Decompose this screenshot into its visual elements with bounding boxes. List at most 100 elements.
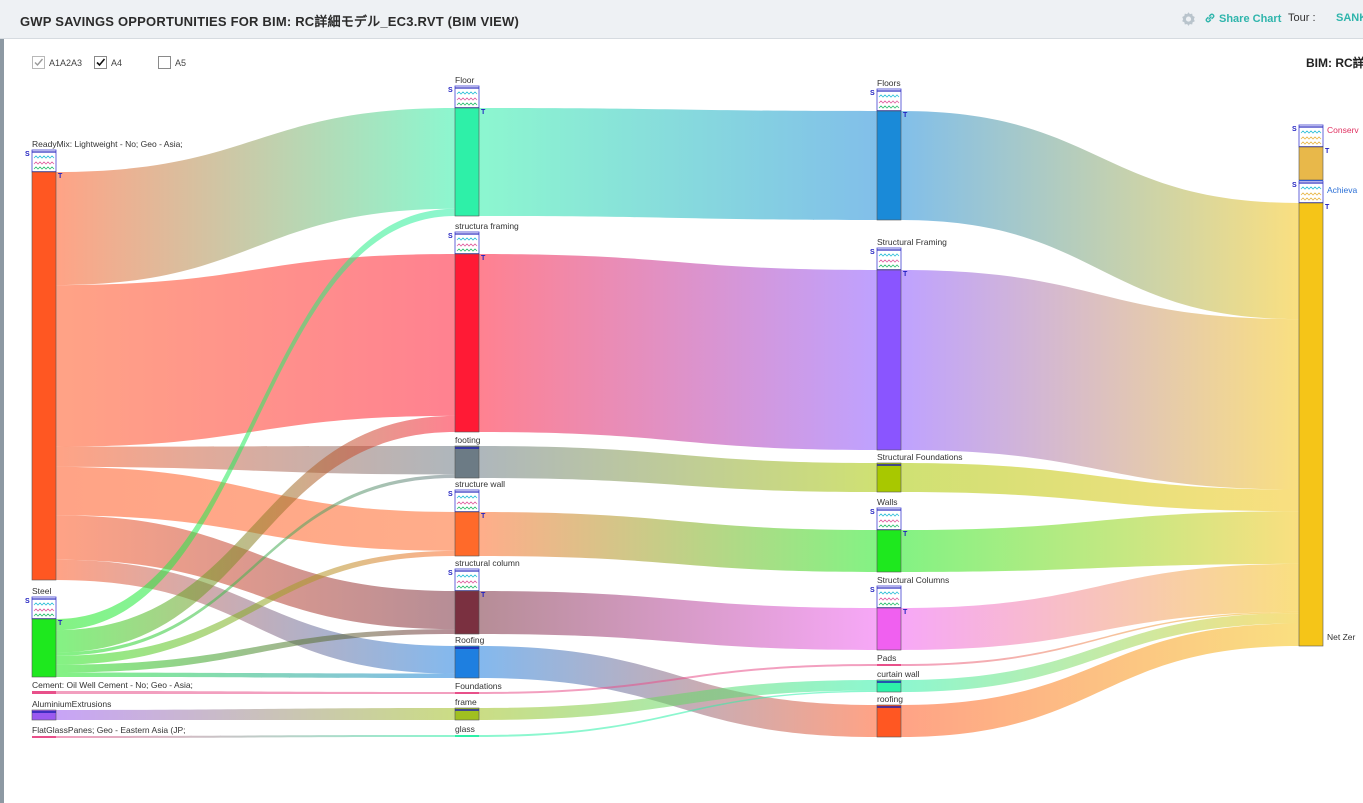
sankey-link-pads-to-netzero[interactable]	[901, 611, 1299, 666]
sankey-link-cwall-to-netzero[interactable]	[901, 613, 1299, 692]
checkbox-a1a2a3[interactable]	[32, 56, 45, 69]
sankey-node-pads[interactable]	[877, 664, 901, 666]
sankey-link-walls-to-netzero[interactable]	[901, 511, 1299, 572]
sankey-link-readymix-to-scolumn[interactable]	[56, 515, 455, 630]
link-icon	[1205, 13, 1215, 23]
sankey-link-sframing-to-sframing2[interactable]	[479, 254, 877, 450]
share-chart-link[interactable]: Share Chart	[1204, 12, 1281, 25]
sankey-node-frame[interactable]	[454, 707, 480, 721]
sankey-label-scolumn: structural column	[455, 558, 520, 568]
sankey-nodes	[31, 85, 1324, 738]
sankey-link-sfound-to-netzero[interactable]	[901, 463, 1299, 512]
sankey-node-sframing[interactable]	[454, 231, 480, 433]
sankey-node-cement[interactable]	[32, 691, 56, 694]
sankey-label-steel: Steel	[32, 586, 51, 596]
sankey-node-readymix[interactable]	[31, 149, 57, 581]
sankey-label-netzero: Net Zer	[1327, 632, 1356, 642]
target-marker: T	[903, 531, 908, 538]
sankey-label-alu: AluminiumExtrusions	[32, 699, 111, 709]
sankey-link-floor-to-floors[interactable]	[479, 108, 877, 220]
sankey-link-steel-to-footing[interactable]	[56, 474, 455, 656]
sankey-node-swall[interactable]	[454, 489, 480, 557]
sankey-link-cement-to-foundations[interactable]	[56, 691, 455, 694]
filter-label: A4	[111, 58, 123, 68]
sankey-link-scolumn-to-scolumns[interactable]	[479, 591, 877, 650]
filter-label: A1A2A3	[49, 58, 83, 68]
sankey-node-glass1[interactable]	[455, 735, 479, 737]
sankey-label-footing: footing	[455, 435, 481, 445]
sankey-link-glass0-to-glass1[interactable]	[56, 735, 455, 738]
sankey-node-sfound[interactable]	[876, 462, 902, 493]
sankey-link-foundations-to-pads[interactable]	[479, 664, 877, 694]
filter-a1a2a3[interactable]: A1A2A3	[32, 56, 82, 70]
source-marker: S	[870, 90, 875, 97]
sankey-node-sframing2[interactable]	[876, 247, 902, 451]
tour-sankey-link[interactable]: SANK	[1336, 12, 1363, 24]
sankey-node-footing[interactable]	[454, 445, 480, 479]
sankey-link-scolumns-to-netzero[interactable]	[901, 563, 1299, 650]
sankey-label-pads: Pads	[877, 653, 896, 663]
sankey-label-scolumns: Structural Columns	[877, 575, 949, 585]
sankey-link-steel-to-swall[interactable]	[56, 550, 455, 665]
sankey-label-sframing2: Structural Framing	[877, 237, 947, 247]
target-marker: T	[903, 112, 908, 119]
checkbox-a5[interactable]	[158, 56, 171, 69]
source-marker: S	[1292, 126, 1297, 133]
filter-label: A5	[175, 58, 187, 68]
sankey-node-glass0[interactable]	[32, 736, 56, 738]
sankey-link-roofing2-to-netzero[interactable]	[901, 623, 1299, 737]
sankey-node-roofing1[interactable]	[454, 645, 480, 679]
source-marker: S	[448, 491, 453, 498]
sankey-chart: S T ReadyMix: Lightweight - No; Geo - Asia…	[25, 75, 1359, 738]
sankey-node-alu[interactable]	[31, 709, 57, 721]
source-marker: S	[870, 509, 875, 516]
sankey-node-netzero[interactable]	[1298, 180, 1324, 647]
sankey-link-steel-to-scolumn[interactable]	[56, 629, 455, 673]
sankey-node-foundations[interactable]	[455, 692, 479, 694]
sankey-link-steel-to-sframing[interactable]	[56, 415, 455, 653]
sankey-link-roofing1-to-roofing2[interactable]	[479, 646, 877, 737]
target-marker: T	[481, 592, 486, 599]
sankey-label-roofing1: Roofing	[455, 635, 485, 645]
sankey-link-frame-to-cwall[interactable]	[479, 680, 877, 720]
filter-a5[interactable]: A5	[158, 56, 186, 70]
sankey-link-floors-to-netzero[interactable]	[901, 111, 1299, 320]
sankey-label-sframing: structura framing	[455, 221, 519, 231]
sankey-node-scolumn[interactable]	[454, 568, 480, 635]
sankey-node-steel[interactable]	[31, 596, 57, 678]
sankey-label-frame: frame	[455, 697, 477, 707]
sankey-node-floors[interactable]	[876, 88, 902, 221]
sankey-link-readymix-to-roofing1[interactable]	[56, 559, 455, 674]
sankey-links	[56, 108, 1299, 738]
sankey-link-alu-to-frame[interactable]	[56, 708, 455, 720]
sankey-link-swall-to-walls[interactable]	[479, 512, 877, 572]
sankey-label-floor: Floor	[455, 75, 475, 85]
sankey-label-floors: Floors	[877, 78, 901, 88]
source-marker: S	[870, 587, 875, 594]
source-marker: S	[25, 151, 30, 158]
sankey-label-sfound: Structural Foundations	[877, 452, 963, 462]
sankey-node-scolumns[interactable]	[876, 585, 902, 651]
header-bar: GWP SAVINGS OPPORTUNITIES FOR BIM: RC詳細モ…	[0, 0, 1363, 39]
filter-a4[interactable]: A4	[94, 56, 122, 70]
sankey-node-roofing2[interactable]	[876, 704, 902, 738]
sankey-link-glass1-to-cwall[interactable]	[479, 690, 877, 737]
sankey-node-cwall[interactable]	[876, 679, 902, 693]
sankey-link-sframing2-to-netzero[interactable]	[901, 270, 1299, 490]
gear-icon[interactable]	[1180, 11, 1197, 28]
sankey-link-steel-to-roofing1[interactable]	[56, 672, 455, 678]
sankey-link-readymix-to-swall[interactable]	[56, 466, 455, 551]
source-marker: S	[448, 233, 453, 240]
target-marker: T	[58, 620, 63, 627]
bim-title: BIM: RC詳	[1306, 56, 1363, 70]
sankey-node-floor[interactable]	[454, 85, 480, 217]
target-marker: T	[481, 255, 486, 262]
sankey-link-readymix-to-floor[interactable]	[56, 108, 455, 286]
checkbox-a4[interactable]	[94, 56, 107, 69]
sankey-link-footing-to-sfound[interactable]	[479, 446, 877, 492]
sankey-link-steel-to-floor[interactable]	[56, 208, 455, 631]
sankey-node-conserv[interactable]	[1298, 124, 1324, 181]
sankey-link-readymix-to-sframing[interactable]	[56, 254, 455, 447]
sankey-node-walls[interactable]	[876, 507, 902, 573]
target-marker: T	[903, 271, 908, 278]
